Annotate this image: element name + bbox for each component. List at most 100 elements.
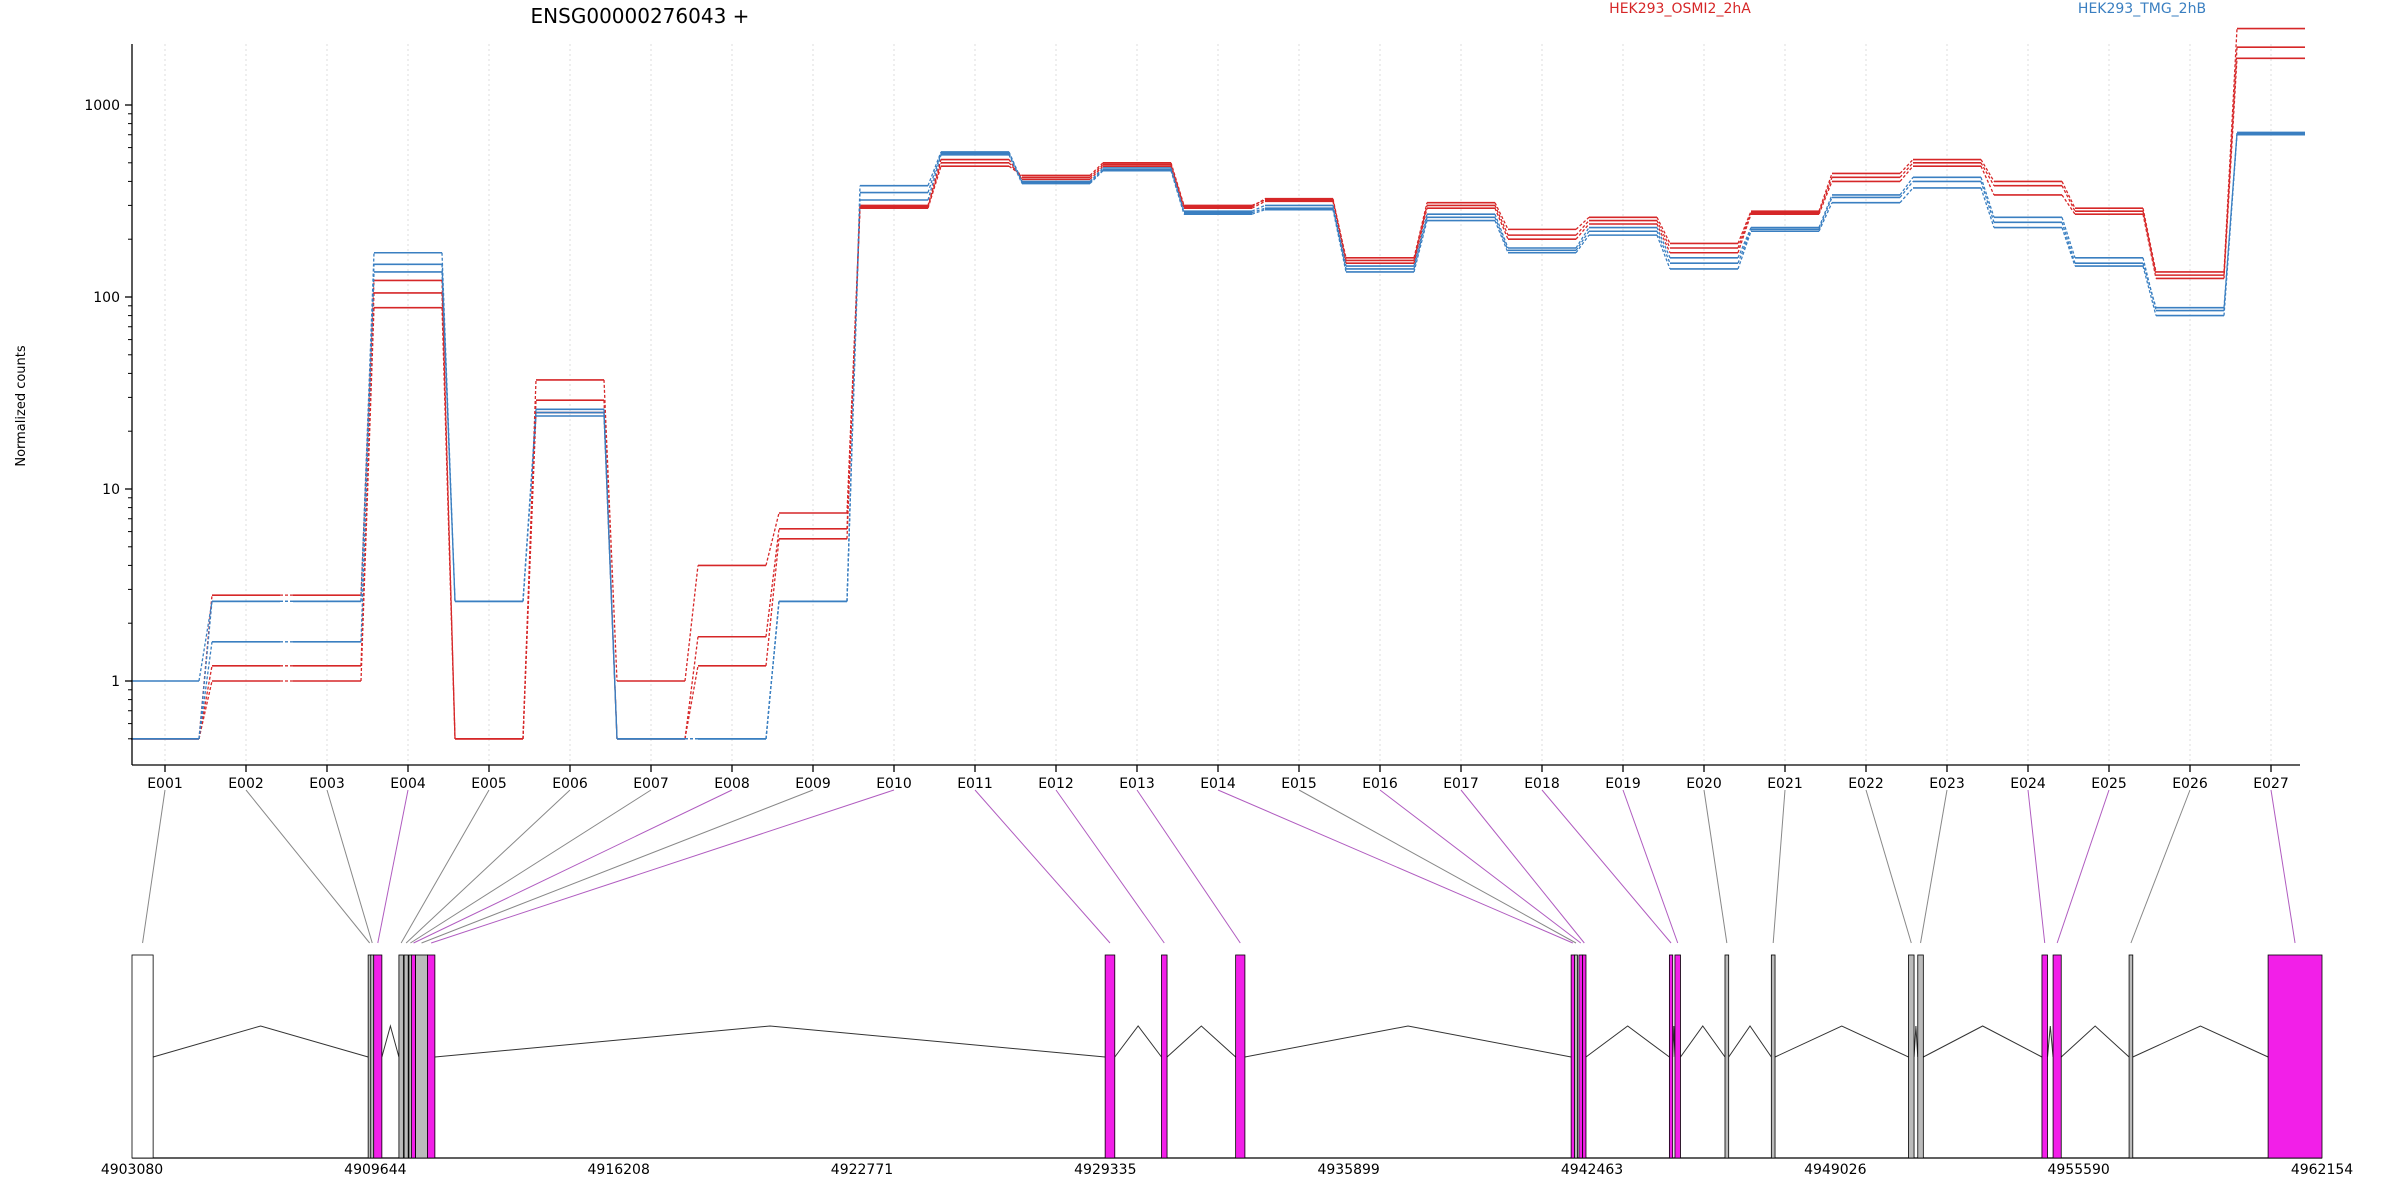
x-tick-label-e009: E009 xyxy=(795,776,831,792)
step-e023 xyxy=(1980,177,1995,218)
step-e007 xyxy=(684,665,699,739)
step-e024 xyxy=(2061,222,2076,264)
intron-e010-e011 xyxy=(434,1025,1106,1058)
connector-e015 xyxy=(1298,789,1577,944)
step-e012 xyxy=(1089,167,1104,182)
genomic-tick-label-4962154: 4962154 xyxy=(2291,1162,2353,1178)
step-e009 xyxy=(846,205,861,539)
connector-e010 xyxy=(431,789,895,944)
step-e023 xyxy=(1980,181,1995,223)
connector-e006 xyxy=(405,789,571,944)
step-e010 xyxy=(927,154,942,201)
step-e007 xyxy=(684,636,699,739)
legend-entry-tmg: HEK293_TMG_2hB xyxy=(2078,1,2206,17)
exon-e009 xyxy=(415,954,428,1159)
step-e010 xyxy=(927,159,942,206)
genomic-tick-label-4935899: 4935899 xyxy=(1317,1162,1379,1178)
connector-e020 xyxy=(1703,789,1728,944)
step-e022 xyxy=(1899,162,1914,178)
step-e020 xyxy=(1737,227,1752,259)
x-tick-label-e008: E008 xyxy=(714,776,750,792)
step-e016 xyxy=(1413,214,1428,267)
step-e014 xyxy=(1251,204,1266,212)
intron-e022-e023 xyxy=(1913,1025,1919,1058)
x-tick-label-e011: E011 xyxy=(957,776,993,792)
step-e005 xyxy=(522,409,537,602)
step-e017 xyxy=(1494,205,1509,236)
connector-e002 xyxy=(245,789,371,944)
exon-e024 xyxy=(2041,954,2048,1159)
step-e018 xyxy=(1575,220,1590,236)
intron-e020-e021 xyxy=(1728,1025,1772,1058)
x-tick-label-e027: E027 xyxy=(2253,776,2289,792)
x-tick-label-e017: E017 xyxy=(1443,776,1479,792)
step-e018 xyxy=(1575,230,1590,251)
genomic-tick-label-4916208: 4916208 xyxy=(588,1162,650,1178)
exon-e026 xyxy=(2128,954,2134,1159)
step-e016 xyxy=(1413,202,1428,258)
intron-e026-e027 xyxy=(2132,1025,2269,1058)
exon-e005 xyxy=(398,954,404,1159)
step-e023 xyxy=(1980,187,1995,228)
genomic-tick-label-4929335: 4929335 xyxy=(1074,1162,1136,1178)
step-e025 xyxy=(2142,263,2157,308)
y-tick-label-10: 10 xyxy=(102,482,120,498)
gene-model: 4903080 4909644 4916208 4922771 4929335 49358… xyxy=(101,954,2353,1178)
intron-e004-e005 xyxy=(381,1024,400,1058)
step-e021 xyxy=(1818,173,1833,212)
x-tick-label-e003: E003 xyxy=(309,776,345,792)
connector-e003 xyxy=(326,789,373,944)
intron-e013-e014 xyxy=(1244,1025,1572,1058)
connector-e004 xyxy=(377,789,409,944)
series-tmg-replicate-3 xyxy=(131,133,2305,740)
step-e017 xyxy=(1494,207,1509,240)
step-e001 xyxy=(198,601,213,739)
vertical-gridlines xyxy=(164,44,2272,765)
x-tick-label-e018: E018 xyxy=(1524,776,1560,792)
step-e020 xyxy=(1737,231,1752,270)
exon-e020 xyxy=(1724,954,1730,1159)
step-e014 xyxy=(1251,209,1266,215)
genomic-tick-label-4922771: 4922771 xyxy=(831,1162,893,1178)
connector-e016 xyxy=(1379,789,1582,944)
legend-entry-osmi2: HEK293_OSMI2_2hA xyxy=(1609,1,1751,17)
step-e020 xyxy=(1737,212,1752,249)
step-e021 xyxy=(1818,194,1833,228)
exon-e022 xyxy=(1908,954,1915,1159)
x-tick-label-e005: E005 xyxy=(471,776,507,792)
step-e014 xyxy=(1251,198,1266,208)
exon-e025 xyxy=(2052,954,2062,1159)
x-tick-label-e010: E010 xyxy=(876,776,912,792)
step-e012 xyxy=(1089,164,1104,178)
step-e022 xyxy=(1899,159,1914,174)
connector-e019 xyxy=(1622,789,1679,944)
step-e017 xyxy=(1494,213,1509,249)
connector-e008 xyxy=(413,789,733,944)
step-e011 xyxy=(1008,154,1023,184)
step-e016 xyxy=(1413,220,1428,273)
exon-e015 xyxy=(1574,954,1578,1159)
connector-e005 xyxy=(400,789,490,944)
intron-e024-e025 xyxy=(2047,1025,2054,1058)
step-e015 xyxy=(1332,201,1347,264)
step-e024 xyxy=(2061,227,2076,267)
step-e024 xyxy=(2061,194,2076,215)
connector-e022 xyxy=(1865,789,1912,944)
step-e007 xyxy=(684,565,699,682)
step-e020 xyxy=(1737,229,1752,264)
step-e018 xyxy=(1575,227,1590,249)
step-e025 xyxy=(2142,265,2157,316)
x-tick-label-e001: E001 xyxy=(147,776,183,792)
exon-e004 xyxy=(373,954,383,1159)
step-e012 xyxy=(1089,165,1104,180)
step-e022 xyxy=(1899,180,1914,198)
step-e001 xyxy=(198,641,213,739)
connector-e018 xyxy=(1541,789,1672,944)
connector-e026 xyxy=(2130,789,2191,944)
exon-e023 xyxy=(1917,954,1924,1159)
x-tick-label-e006: E006 xyxy=(552,776,588,792)
step-e023 xyxy=(1980,159,1995,182)
connector-e012 xyxy=(1055,789,1165,944)
connector-e027 xyxy=(2270,789,2296,944)
